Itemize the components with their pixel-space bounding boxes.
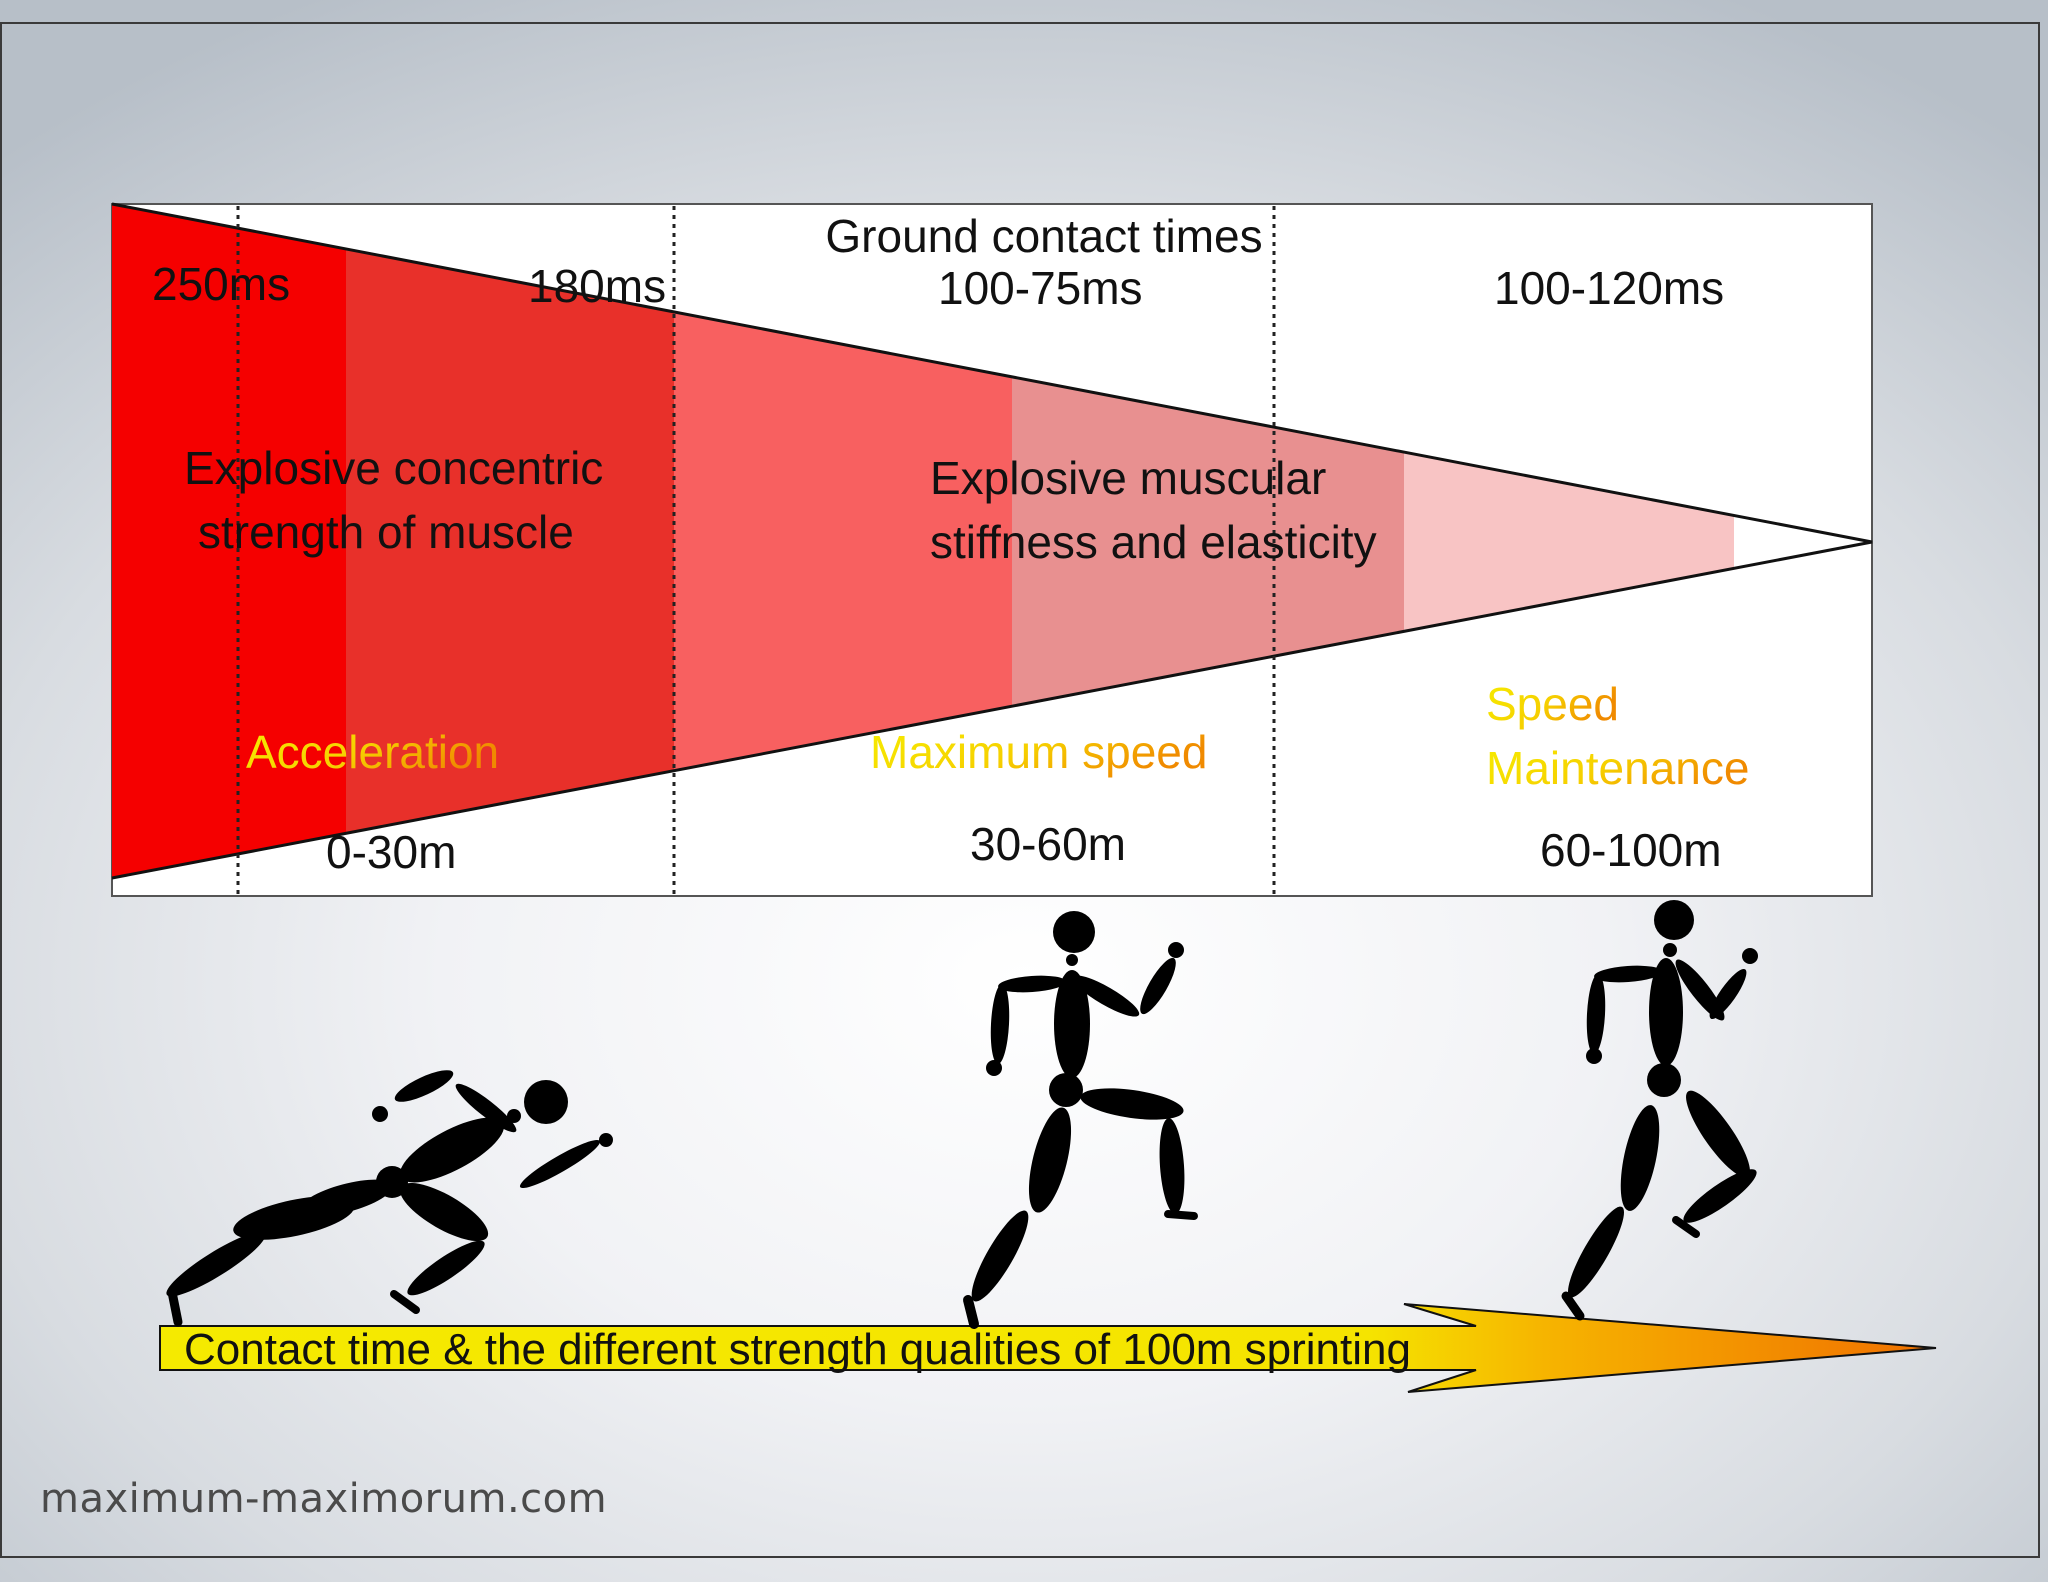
phase-dividers xyxy=(236,206,1276,896)
footer-site-url: maximum-maximorum.com xyxy=(40,1476,608,1522)
contact-time-100-75: 100-75ms xyxy=(938,262,1143,314)
concentric-label-line2: strength of muscle xyxy=(198,506,574,558)
phase-maintenance: Maintenance xyxy=(1486,742,1749,794)
runner-acceleration-icon xyxy=(166,1070,613,1327)
contact-time-180: 180ms xyxy=(528,260,666,312)
triangle-outline xyxy=(111,202,1873,880)
chart-title: Ground contact times xyxy=(825,210,1262,262)
caption-arrow: Contact time & the different strength qu… xyxy=(159,1303,1937,1393)
contact-time-100-120: 100-120ms xyxy=(1494,262,1724,314)
phase-acceleration: Acceleration xyxy=(246,726,499,778)
caption-text: Contact time & the different strength qu… xyxy=(184,1325,1411,1374)
phase-speed: Speed xyxy=(1486,678,1619,730)
contact-time-250: 250ms xyxy=(152,258,290,310)
distance-30-60: 30-60m xyxy=(970,818,1126,870)
arrow-shape xyxy=(159,1303,1937,1393)
elastic-label-line2: stiffness and elasticity xyxy=(930,516,1377,568)
zone-250ms xyxy=(112,204,346,878)
elastic-label-line1: Explosive muscular xyxy=(930,452,1326,504)
distance-60-100: 60-100m xyxy=(1540,824,1722,876)
phase-maximum-speed: Maximum speed xyxy=(870,726,1207,778)
runner-maintenance-icon xyxy=(1561,900,1758,1321)
distance-0-30: 0-30m xyxy=(326,826,456,878)
runner-max-speed-icon xyxy=(963,911,1198,1329)
slide-frame xyxy=(0,22,2040,1558)
concentric-label-line1: Explosive concentric xyxy=(184,442,603,494)
zone-180ms xyxy=(346,204,674,878)
